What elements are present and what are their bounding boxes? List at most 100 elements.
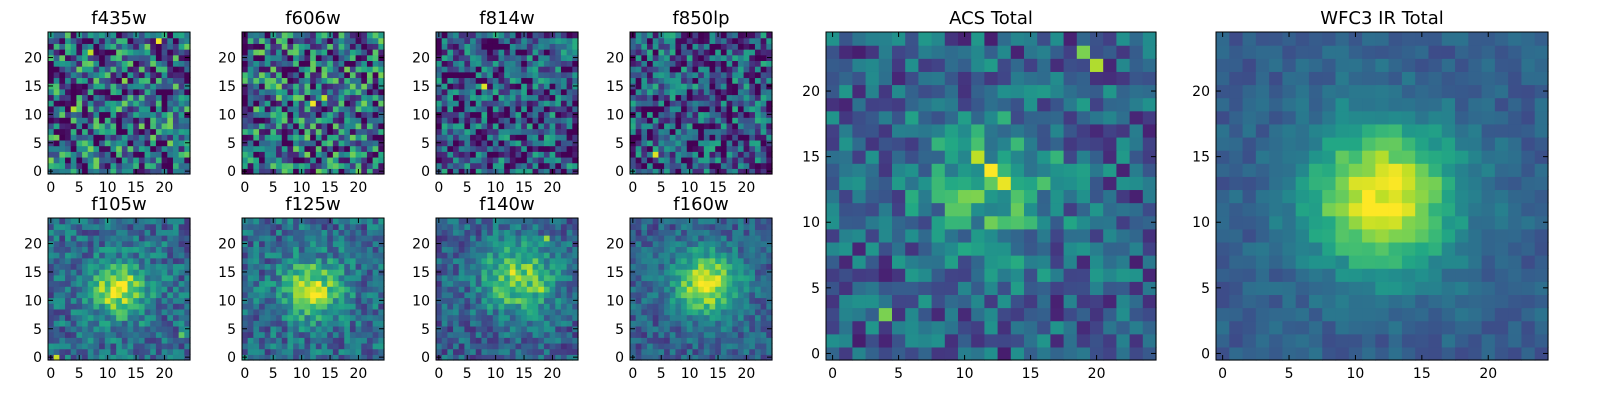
heatmap-cell [647,168,654,175]
heatmap-cell [293,139,300,147]
heatmap-cell [161,162,168,169]
heatmap-cell [93,128,100,135]
heatmap-cell [281,71,289,79]
heatmap-cell [492,269,500,276]
heatmap-cell [760,134,767,141]
heatmap-cell [110,223,117,230]
heatmap-cell [475,303,483,310]
heatmap-cell [65,128,72,135]
heatmap-cell [641,83,648,90]
heatmap-cell [647,308,654,316]
heatmap-cell [242,314,249,321]
heatmap-cell [720,54,728,61]
heatmap-cell [470,139,477,147]
heatmap-cell [287,269,294,276]
heatmap-cell [116,111,123,118]
heatmap-cell [133,280,140,287]
heatmap-cell [287,77,294,84]
heatmap-cell [172,71,180,79]
heatmap-cell [675,105,682,113]
heatmap-cell [298,325,306,333]
heatmap-cell [715,331,722,338]
heatmap-cell [167,308,174,316]
heatmap-cell [470,66,477,73]
heatmap-cell [509,331,517,338]
heatmap-cell [304,257,311,265]
heatmap-cell [521,151,528,158]
y-tick-label: 10 [218,293,236,309]
heatmap-cell [270,274,277,282]
heatmap-cell [150,100,157,107]
heatmap-cell [48,229,55,236]
heatmap-cell [178,280,185,287]
heatmap-cell [630,88,637,96]
heatmap-cell [720,297,728,304]
heatmap-cell [65,162,72,169]
heatmap-cell [344,117,351,124]
heatmap-cell [87,269,95,276]
heatmap-cell [709,286,716,293]
heatmap-cell [647,122,654,130]
heatmap-cell [726,60,733,67]
heatmap-cell [172,286,180,293]
heatmap-cell [760,111,767,118]
heatmap-cell [675,100,682,107]
heatmap-cell [526,252,534,259]
heatmap-cell [378,320,385,327]
heatmap-cell [726,83,733,90]
heatmap-cell [737,162,745,169]
heatmap-cell [509,218,517,225]
heatmap-cell [681,100,688,107]
heatmap-cell [82,71,89,79]
heatmap-cell [498,291,505,299]
heatmap-cell [121,37,129,44]
heatmap-cell [87,77,95,84]
heatmap-cell [276,139,283,147]
heatmap-cell [749,83,756,90]
heatmap-cell [766,162,773,169]
heatmap-cell [253,145,260,152]
heatmap-cell [458,43,465,50]
heatmap-cell [515,111,522,118]
heatmap-cell [560,229,568,236]
heatmap-cell [59,100,66,107]
heatmap-cell [760,139,767,147]
heatmap-cell [298,269,306,276]
heatmap-cell [355,151,362,158]
heatmap-cell [743,303,750,310]
heatmap-cell [509,235,517,242]
heatmap-cell [675,348,682,355]
heatmap-cell [754,94,762,101]
heatmap-cell [121,145,129,152]
heatmap-cell [555,43,562,50]
heatmap-cell [675,117,682,124]
heatmap-cell [133,257,140,265]
heatmap-cell [321,280,328,287]
heatmap-cell [498,246,505,253]
heatmap-cell [264,43,271,50]
heatmap-cell [161,325,168,333]
heatmap-cell [184,337,191,344]
heatmap-cell [127,354,134,361]
heatmap-cell [372,325,379,333]
heatmap-cell [48,43,55,50]
heatmap-cell [144,139,151,147]
heatmap-cell [276,354,283,361]
heatmap-cell [93,94,100,101]
heatmap-cell [121,337,129,344]
heatmap-cell [458,263,465,270]
heatmap-cell [709,331,716,338]
heatmap-cell [641,291,648,299]
heatmap-cell [681,37,688,44]
heatmap-cell [87,246,95,253]
heatmap-cell [349,342,357,350]
heatmap-cell [264,348,271,355]
heatmap-cell [487,43,494,50]
heatmap-cell [664,325,671,333]
heatmap-cell [304,240,311,247]
heatmap-cell [361,331,368,338]
heatmap-cell [664,54,671,61]
heatmap-cell [184,252,191,259]
heatmap-cell [48,342,55,350]
heatmap-cell [321,128,328,135]
